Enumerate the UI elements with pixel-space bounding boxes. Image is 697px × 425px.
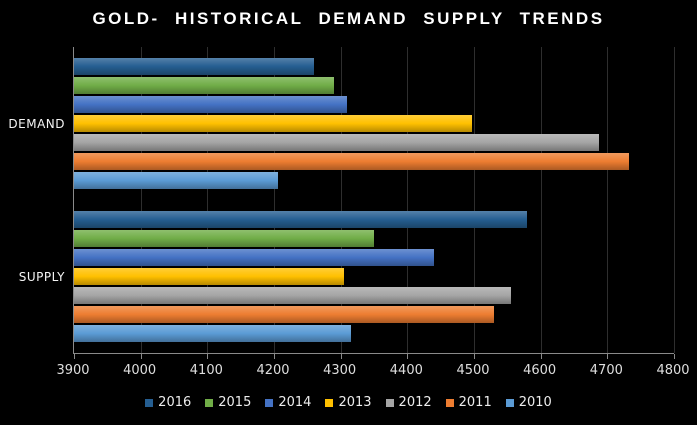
bar-supply-2013[interactable] <box>74 268 344 285</box>
x-tick-mark-4100 <box>207 354 209 359</box>
legend-marker-icon-2016 <box>145 398 154 407</box>
x-tick-mark-4600 <box>540 354 542 359</box>
legend-label-2010: 2010 <box>518 395 552 410</box>
x-tick-mark-4300 <box>340 354 342 359</box>
grid-line-4200 <box>274 47 275 353</box>
legend-label-2014: 2014 <box>278 395 312 410</box>
x-tick-label-4500: 4500 <box>456 363 490 378</box>
x-tick-label-4300: 4300 <box>323 363 357 378</box>
legend-marker-icon-2014 <box>265 398 274 407</box>
bar-group-supply <box>74 200 674 353</box>
grid-line-4400 <box>407 47 409 353</box>
x-tick-label-4800: 4800 <box>656 363 690 378</box>
bar-demand-2010[interactable] <box>74 172 278 189</box>
legend-label-2011: 2011 <box>458 395 492 410</box>
x-tick-label-4600: 4600 <box>523 363 557 378</box>
x-tick-label-4700: 4700 <box>589 363 623 378</box>
legend-marker-icon-2010 <box>505 398 514 407</box>
x-tick-label-4000: 4000 <box>123 363 157 378</box>
x-tick-label-3900: 3900 <box>56 363 90 378</box>
legend-item-2012[interactable]: 2012 <box>385 395 432 410</box>
bar-supply-2015[interactable] <box>74 230 374 247</box>
grid-line-4100 <box>207 47 209 353</box>
x-tick-label-4200: 4200 <box>256 363 290 378</box>
legend-marker-icon-2015 <box>205 398 214 407</box>
legend-item-2014[interactable]: 2014 <box>265 395 311 410</box>
legend-marker-icon-2011 <box>445 398 454 407</box>
x-tick-mark-4400 <box>407 354 409 359</box>
bar-demand-2014[interactable] <box>74 96 348 113</box>
category-label-supply: SUPPLY <box>18 269 65 284</box>
bar-supply-2012[interactable] <box>74 287 511 304</box>
grid-line-4600 <box>540 47 542 353</box>
grid-line-4000 <box>140 47 142 353</box>
grid-line-4500 <box>474 47 475 353</box>
grid-line-4800 <box>674 47 675 353</box>
bar-supply-2011[interactable] <box>74 306 494 323</box>
x-tick-label-4400: 4400 <box>389 363 423 378</box>
x-tick-mark-4800 <box>674 354 675 359</box>
legend: 2016 2015 2014 2013 2012 2011 2010 <box>0 395 697 410</box>
bar-supply-2014[interactable] <box>74 249 434 266</box>
legend-marker-icon-2013 <box>325 398 334 407</box>
category-axis: DEMAND SUPPLY <box>0 47 65 353</box>
x-tick-mark-4200 <box>274 354 275 359</box>
x-tick-mark-4500 <box>474 354 475 359</box>
chart-title: GOLD- HISTORICAL DEMAND SUPPLY TRENDS <box>92 9 605 28</box>
legend-item-2016[interactable]: 2016 <box>145 395 191 410</box>
legend-item-2010[interactable]: 2010 <box>505 395 552 410</box>
grid-line-4300 <box>340 47 342 353</box>
bar-demand-2016[interactable] <box>74 58 314 75</box>
x-tick-label-4100: 4100 <box>189 363 223 378</box>
category-label-demand: DEMAND <box>8 116 65 131</box>
bar-demand-2015[interactable] <box>74 77 334 94</box>
legend-item-2011[interactable]: 2011 <box>445 395 492 410</box>
grid-line-4700 <box>607 47 609 353</box>
bar-group-demand <box>74 47 674 200</box>
bar-supply-2016[interactable] <box>74 211 528 228</box>
legend-label-2015: 2015 <box>218 395 252 410</box>
legend-label-2013: 2013 <box>338 395 372 410</box>
legend-item-2013[interactable]: 2013 <box>325 395 372 410</box>
bar-demand-2011[interactable] <box>74 153 630 170</box>
legend-label-2016: 2016 <box>158 395 192 410</box>
legend-label-2012: 2012 <box>398 395 432 410</box>
bar-supply-2010[interactable] <box>74 325 351 342</box>
bar-demand-2013[interactable] <box>74 115 472 132</box>
legend-marker-icon-2012 <box>385 398 394 407</box>
x-tick-mark-4000 <box>140 354 142 359</box>
bar-demand-2012[interactable] <box>74 134 599 151</box>
legend-item-2015[interactable]: 2015 <box>205 395 251 410</box>
x-tick-mark-3900 <box>74 354 75 359</box>
plot-area <box>73 47 675 359</box>
value-axis: 3900 4000 4100 4200 4300 4400 4500 4600 4700 4800 <box>56 363 689 381</box>
x-tick-mark-4700 <box>607 354 609 359</box>
